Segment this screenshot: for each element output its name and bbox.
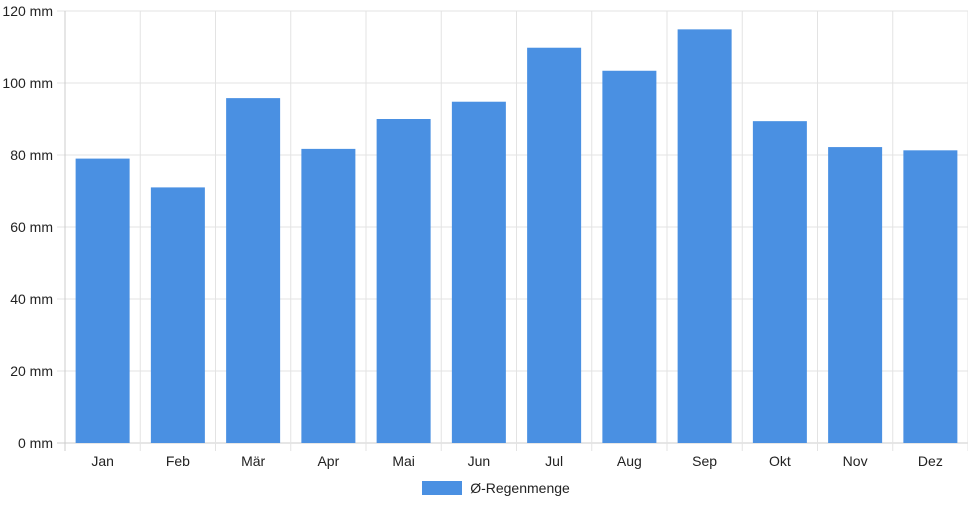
x-tick-label: Aug xyxy=(617,453,642,469)
x-tick-label: Sep xyxy=(692,453,717,469)
bar xyxy=(828,147,883,443)
bar xyxy=(150,187,205,443)
bar xyxy=(451,101,506,443)
x-tick-label: Feb xyxy=(166,453,190,469)
x-tick-label: Nov xyxy=(843,453,868,469)
bar xyxy=(301,148,356,443)
y-tick-label: 120 mm xyxy=(2,3,53,19)
tick-labels: 0 mm 20 mm 40 mm 60 mm 80 mm 100 mm 120 mm Jan F… xyxy=(2,3,942,469)
y-tick-label: 20 mm xyxy=(10,363,53,379)
legend: Ø-Regenmenge xyxy=(0,480,968,496)
bar xyxy=(677,29,732,444)
bars xyxy=(75,29,958,444)
bar xyxy=(527,47,582,443)
x-tick-label: Apr xyxy=(317,453,339,469)
y-tick-label: 80 mm xyxy=(10,147,53,163)
bar xyxy=(752,121,807,443)
bar xyxy=(602,70,657,443)
bar xyxy=(226,98,281,444)
bar xyxy=(75,158,130,443)
x-tick-label: Mär xyxy=(241,453,265,469)
bar xyxy=(376,119,431,443)
x-tick-label: Dez xyxy=(918,453,943,469)
x-tick-label: Jun xyxy=(468,453,491,469)
grid-lines xyxy=(57,10,968,451)
bar-chart: 0 mm 20 mm 40 mm 60 mm 80 mm 100 mm 120 mm Jan F… xyxy=(2,3,968,469)
bar xyxy=(903,150,958,443)
y-tick-label: 60 mm xyxy=(10,219,53,235)
y-tick-label: 0 mm xyxy=(18,435,53,451)
legend-swatch xyxy=(422,481,463,495)
x-tick-label: Jul xyxy=(545,453,563,469)
x-tick-label: Jan xyxy=(91,453,114,469)
legend-label: Ø-Regenmenge xyxy=(470,480,570,496)
x-tick-label: Mai xyxy=(392,453,415,469)
y-tick-label: 100 mm xyxy=(2,75,53,91)
x-tick-label: Okt xyxy=(769,453,791,469)
y-tick-label: 40 mm xyxy=(10,291,53,307)
